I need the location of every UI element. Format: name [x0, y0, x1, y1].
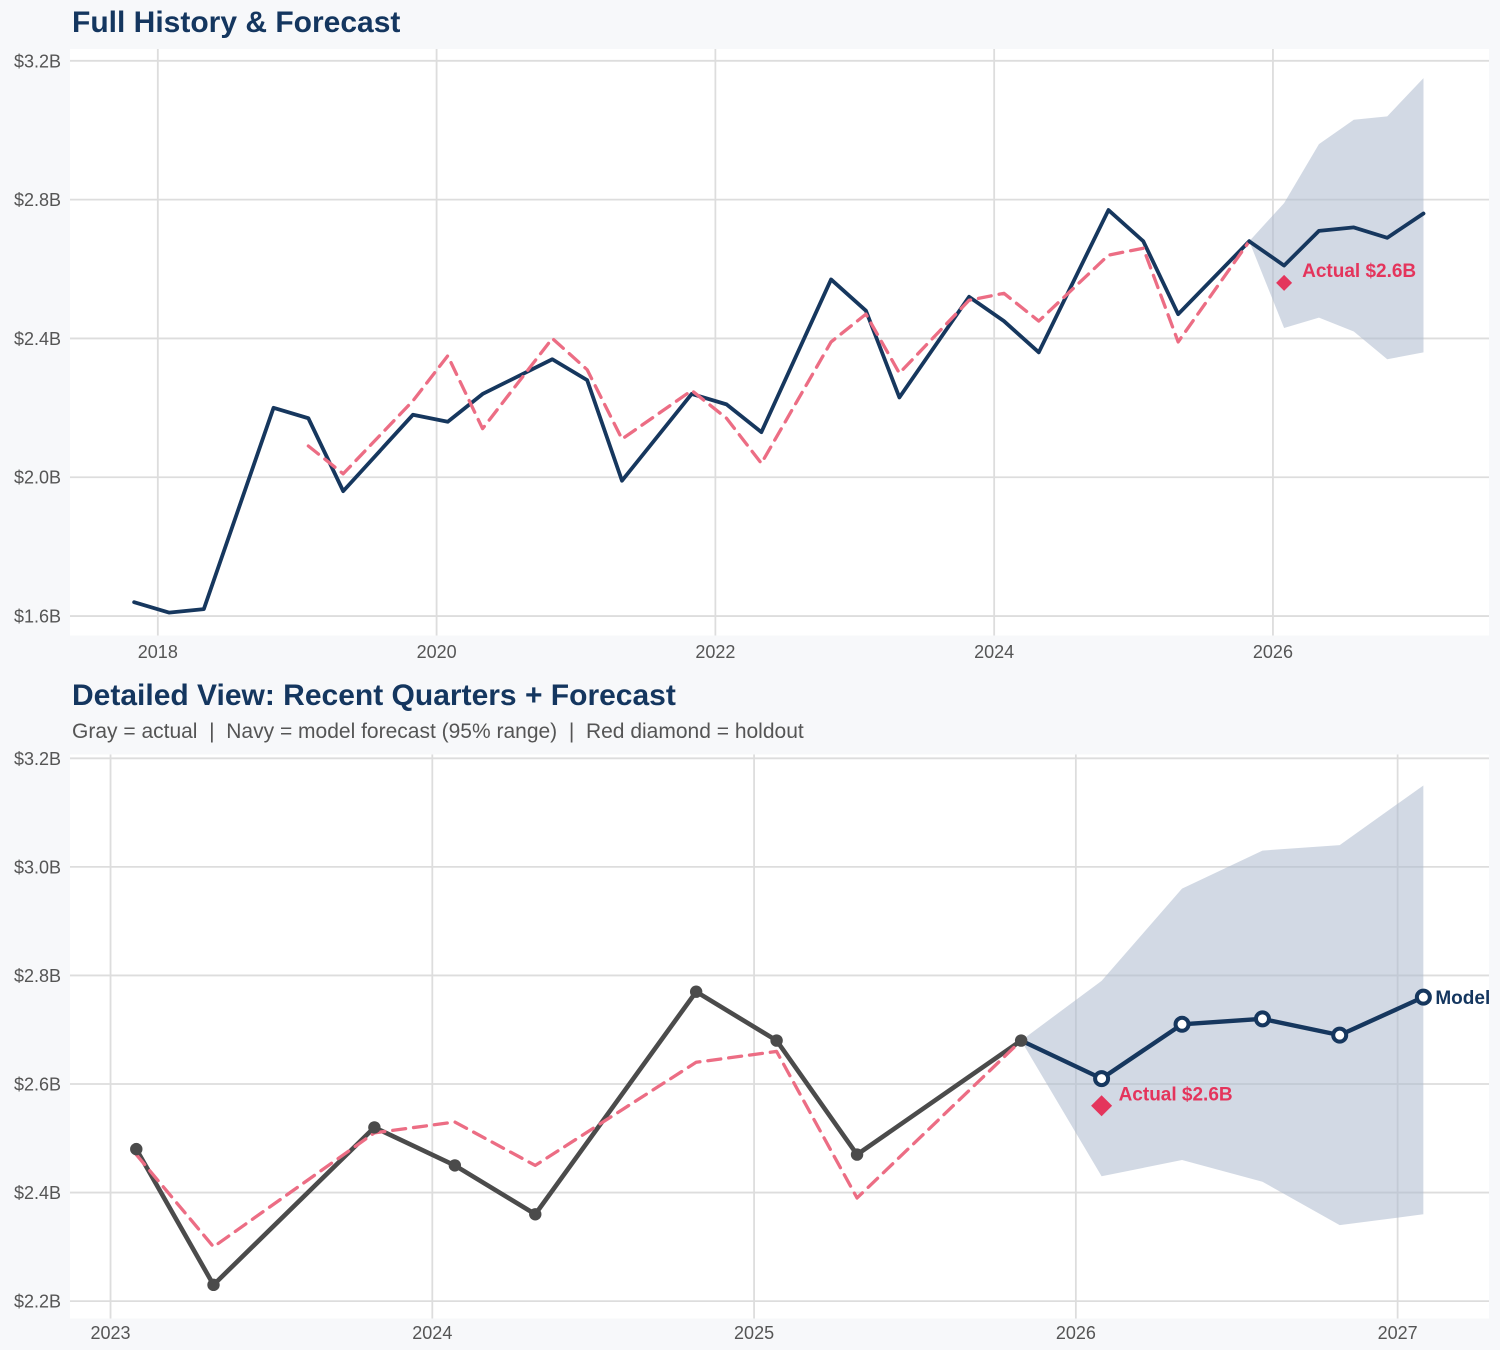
y-tick-label: $1.6B — [14, 607, 61, 627]
actual-recent-marker — [850, 1148, 864, 1161]
model-forecast-recent-marker — [1093, 1070, 1111, 1088]
x-tick-label: 2025 — [734, 1323, 774, 1343]
actual-recent-marker — [770, 1034, 783, 1047]
actual-recent-marker — [130, 1142, 143, 1156]
detailed-view-chart-title: Detailed View: Recent Quarters + Forecas… — [72, 679, 676, 712]
x-tick-label: 2026 — [1056, 1323, 1096, 1343]
model-forecast-recent-marker — [1331, 1026, 1349, 1044]
model-fitted-recent-line — [134, 1038, 1023, 1249]
y-tick-label: $3.2B — [14, 51, 61, 71]
full-history-chart-title: Full History & Forecast — [72, 6, 400, 39]
model-forecast-recent-marker — [1173, 1015, 1191, 1033]
x-tick-label: 2024 — [974, 642, 1014, 662]
y-tick-label: $2.4B — [14, 329, 61, 349]
y-tick-label: $3.0B — [14, 857, 61, 877]
holdout-diamond — [1276, 274, 1293, 291]
actual-recent-marker — [368, 1121, 381, 1134]
y-tick-label: $3.2B — [14, 749, 61, 769]
model-line-label: Model — [1435, 988, 1490, 1009]
x-tick-label: 2018 — [138, 642, 178, 662]
model-forecast-recent-marker — [1253, 1010, 1271, 1028]
holdout-diamond — [1091, 1095, 1113, 1117]
y-tick-label: $2.0B — [14, 468, 61, 488]
x-tick-label: 2027 — [1378, 1323, 1418, 1343]
holdout-label: Actual $2.6B — [1119, 1085, 1233, 1106]
model-fitted-line — [306, 239, 1251, 476]
y-tick-label: $2.2B — [14, 1292, 61, 1312]
plot-area — [70, 49, 1489, 636]
x-tick-label: 2023 — [91, 1323, 131, 1343]
model-forecast-line — [1247, 211, 1426, 268]
x-tick-label: 2020 — [417, 642, 457, 662]
confidence-band — [1249, 78, 1424, 360]
y-tick-label: $2.8B — [14, 190, 61, 210]
actual-recent-marker — [207, 1278, 220, 1292]
y-tick-label: $2.8B — [14, 966, 61, 986]
model-forecast-recent-line — [1018, 994, 1426, 1081]
actual-recent-marker — [529, 1208, 542, 1221]
actual-recent-marker — [1014, 1034, 1028, 1047]
full-history-chart: Actual $2.6B 2018 2020 2022 2024 2026 $1.6B $2.… — [14, 49, 1489, 662]
holdout-label: Actual $2.6B — [1302, 261, 1416, 282]
model-forecast-recent-marker — [1414, 988, 1432, 1006]
actual-recent-marker — [689, 985, 703, 998]
x-tick-label: 2024 — [412, 1323, 452, 1343]
x-tick-label: 2026 — [1253, 642, 1293, 662]
detailed-view-chart: Actual $2.6B Model 2023 2024 2025 2026 2027 $2.… — [14, 749, 1490, 1343]
detailed-view-chart-subtitle: Gray = actual | Navy = model forecast (9… — [72, 720, 804, 743]
actual-recent-marker — [448, 1159, 462, 1172]
x-tick-label: 2022 — [695, 642, 735, 662]
y-tick-label: $2.6B — [14, 1074, 61, 1094]
actual-history-line — [132, 208, 1252, 615]
y-tick-label: $2.4B — [14, 1183, 61, 1203]
confidence-band — [1021, 785, 1424, 1226]
